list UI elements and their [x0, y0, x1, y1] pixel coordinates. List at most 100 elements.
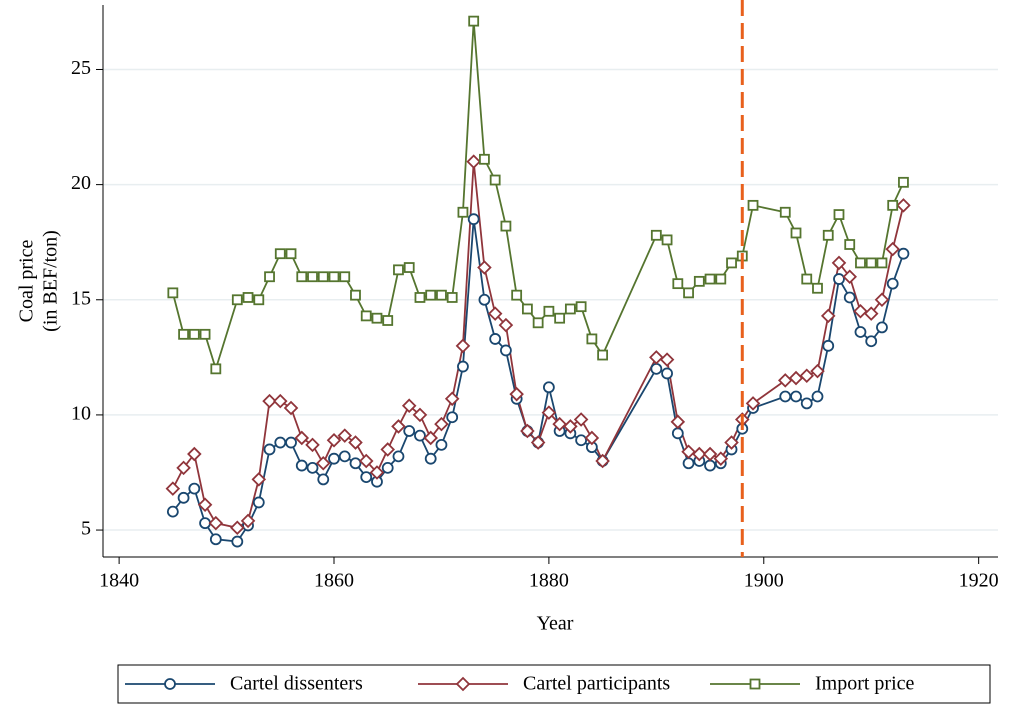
point	[477, 260, 492, 275]
point	[715, 273, 727, 285]
point	[541, 405, 557, 420]
point	[790, 227, 802, 239]
point	[521, 303, 533, 315]
legend-label: Import price	[815, 673, 915, 695]
point	[307, 271, 318, 283]
point	[391, 419, 406, 434]
point	[380, 442, 395, 457]
point	[240, 513, 256, 529]
point	[511, 289, 523, 301]
point	[661, 234, 673, 246]
point	[435, 438, 448, 451]
point	[436, 289, 447, 301]
point	[573, 412, 589, 427]
point	[360, 471, 373, 483]
point	[842, 269, 858, 285]
point	[273, 393, 288, 409]
point	[670, 414, 686, 430]
y-tick-label: 10	[71, 403, 91, 425]
point	[659, 352, 675, 367]
point	[800, 397, 813, 410]
x-tick-label: 1900	[744, 570, 784, 592]
point	[584, 430, 600, 446]
point	[726, 257, 737, 269]
point	[831, 255, 847, 271]
point	[898, 176, 909, 188]
point	[671, 427, 684, 440]
point	[414, 292, 426, 303]
point	[487, 306, 503, 321]
point	[563, 419, 578, 434]
point	[455, 338, 471, 354]
point	[543, 305, 555, 317]
point	[401, 398, 417, 413]
legend-marker	[164, 678, 176, 690]
point	[360, 310, 372, 322]
point	[349, 457, 362, 470]
point	[167, 287, 179, 299]
point	[530, 435, 546, 450]
point	[693, 275, 705, 287]
point	[478, 293, 491, 306]
point	[393, 264, 404, 276]
point	[661, 367, 673, 380]
point	[704, 459, 716, 472]
point	[886, 277, 899, 290]
point	[479, 153, 490, 165]
point	[885, 241, 900, 257]
point	[672, 278, 684, 290]
point	[176, 460, 191, 476]
point	[177, 491, 190, 504]
point	[339, 271, 351, 283]
point	[863, 306, 879, 321]
point	[337, 428, 353, 443]
point	[833, 273, 845, 285]
point	[187, 446, 202, 462]
point	[822, 229, 834, 241]
point	[822, 339, 835, 352]
point	[338, 450, 351, 463]
point	[552, 416, 567, 432]
point	[369, 465, 385, 480]
y-tick-label: 15	[71, 287, 91, 309]
point	[575, 434, 588, 447]
point	[348, 435, 363, 450]
y-axis-label: (in BEF/ton)	[40, 230, 62, 332]
x-axis-label: Year	[537, 613, 574, 635]
point	[251, 472, 267, 487]
point	[564, 303, 576, 315]
point	[188, 482, 201, 495]
point	[799, 368, 815, 384]
point	[595, 453, 610, 469]
point	[283, 400, 299, 416]
point	[681, 444, 696, 460]
legend-marker	[455, 676, 471, 692]
point	[317, 271, 329, 283]
point	[788, 370, 804, 386]
point	[466, 154, 481, 169]
point	[285, 248, 297, 260]
point	[650, 362, 663, 375]
point	[489, 333, 502, 345]
point	[554, 312, 566, 324]
y-axis-label: Coal price	[16, 240, 38, 323]
point	[252, 496, 265, 509]
point	[231, 535, 244, 548]
x-tick-label: 1840	[99, 570, 139, 592]
point	[264, 271, 275, 283]
series-line	[172, 161, 905, 529]
point	[178, 328, 189, 340]
x-tick-label: 1860	[314, 570, 354, 592]
point	[188, 328, 200, 340]
point	[777, 373, 793, 388]
point	[294, 430, 310, 446]
point	[489, 174, 501, 186]
y-tick-label: 5	[81, 518, 91, 540]
point	[897, 247, 910, 260]
point	[457, 360, 469, 373]
point	[468, 15, 480, 27]
point	[586, 333, 598, 345]
point	[457, 206, 469, 218]
point	[230, 520, 245, 536]
point	[532, 317, 544, 329]
